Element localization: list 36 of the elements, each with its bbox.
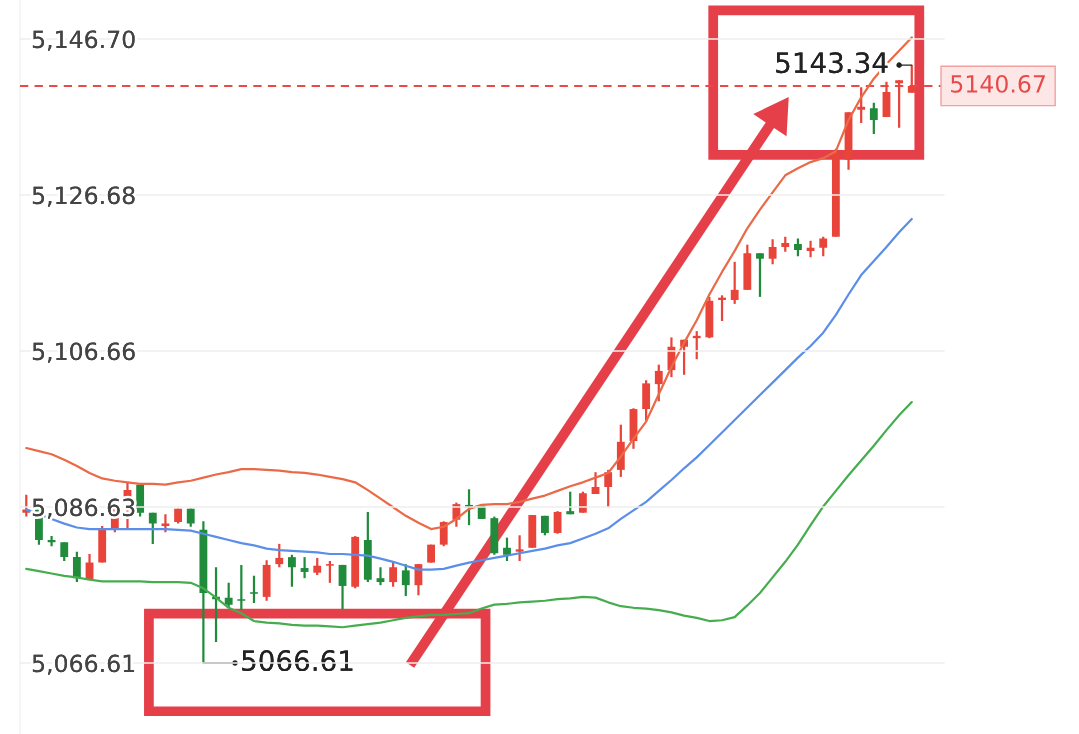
candlestick [275, 542, 284, 569]
annotation: 5066.61 [242, 650, 353, 672]
candlestick [288, 553, 296, 588]
candlestick [237, 563, 246, 612]
candlestick [439, 520, 448, 548]
candlestick [756, 252, 764, 298]
candlestick [907, 64, 916, 94]
candlestick [819, 235, 828, 258]
candlestick [72, 550, 81, 584]
candlestick [768, 238, 777, 266]
candlestick [224, 581, 233, 609]
y-tick-label: 5,126.68 [32, 186, 135, 207]
ref-line-label: 5140.67 [951, 74, 1045, 93]
candlestick [654, 363, 663, 403]
candlestick [250, 574, 258, 605]
line-series [25, 400, 913, 629]
candlestick [60, 541, 69, 563]
candlestick [604, 468, 613, 509]
annotation: 5143.34 [776, 52, 888, 74]
candlestick [389, 560, 398, 588]
candlestick [553, 510, 562, 535]
candlestick [869, 101, 878, 136]
y-tick-label: 5,106.66 [32, 342, 135, 363]
y-tick-label: 5,066.61 [32, 654, 135, 675]
y-tick-label: 5,146.70 [32, 30, 135, 51]
candlestick [503, 536, 511, 563]
candlestick [515, 534, 524, 563]
candlestick [730, 260, 739, 305]
candlestick [376, 566, 385, 587]
candlestick [325, 559, 334, 584]
candlestick [857, 86, 866, 125]
candlestick [895, 79, 904, 129]
candlestick [300, 556, 309, 580]
candlestick [148, 511, 157, 545]
candlestick [401, 563, 410, 598]
y-tick-label: 5,086.63 [32, 498, 135, 519]
